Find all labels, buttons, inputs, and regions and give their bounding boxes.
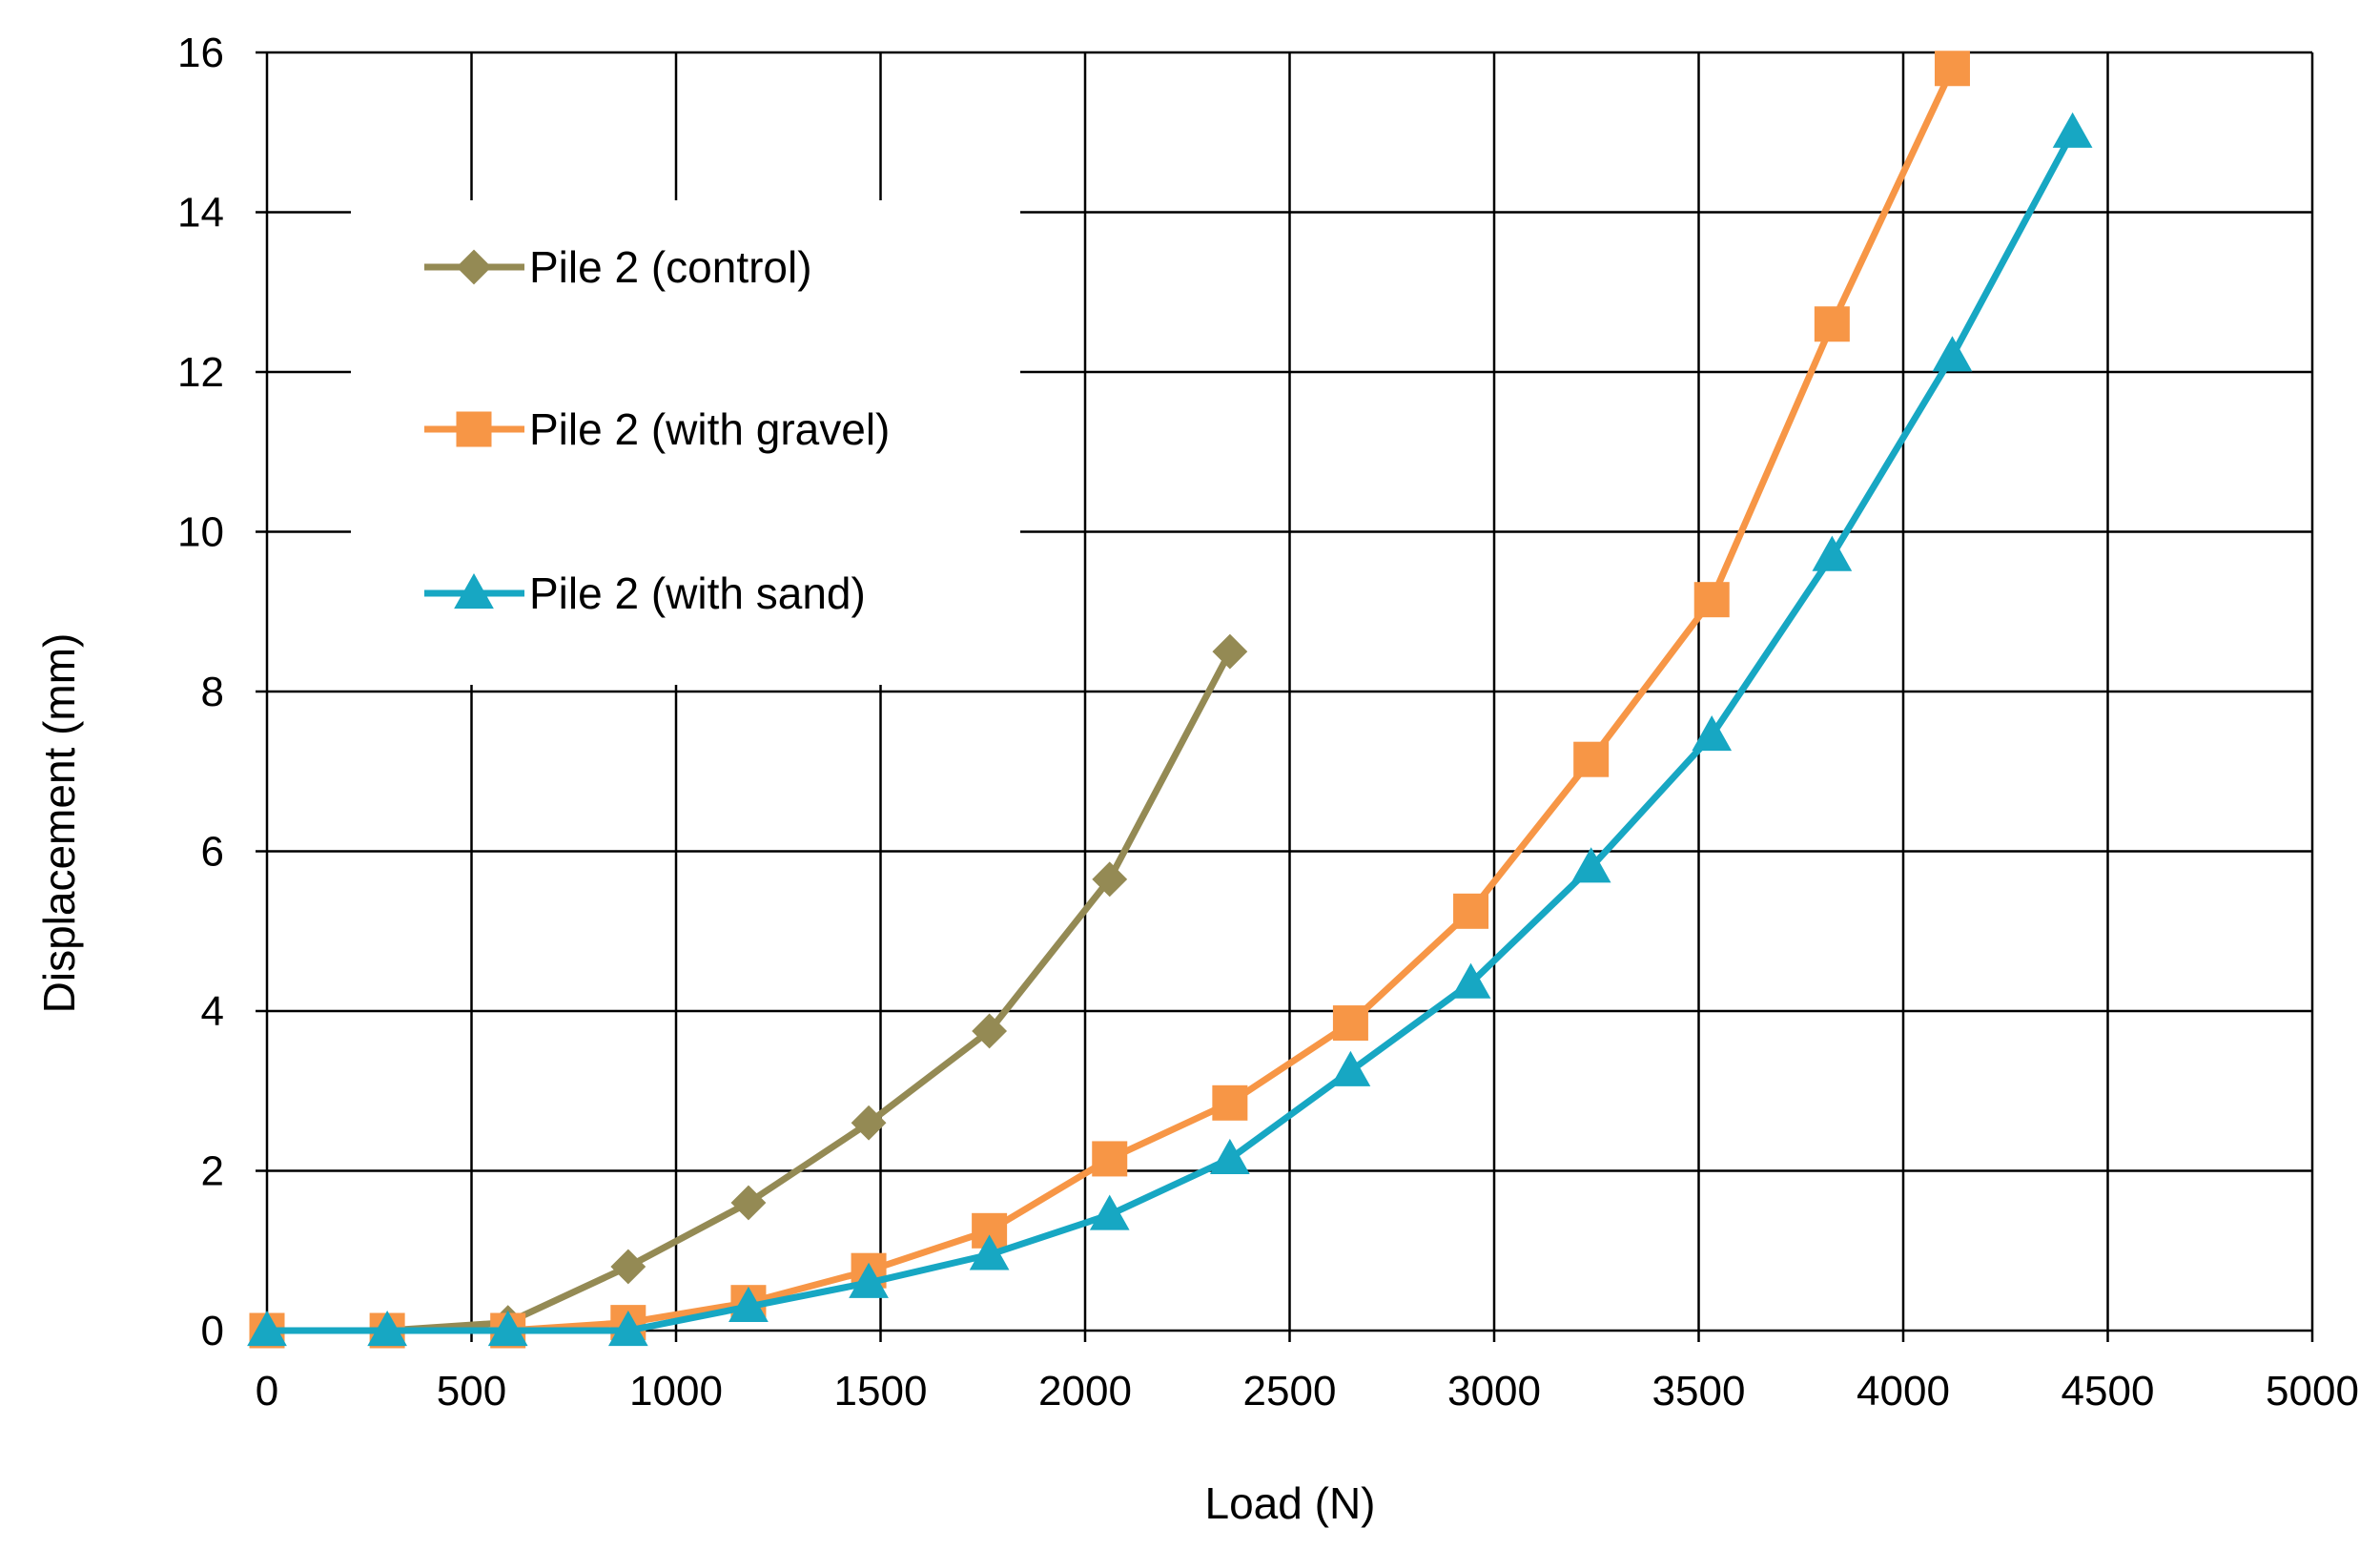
data-point-sand	[1692, 715, 1733, 752]
y-tick-label: 8	[201, 669, 224, 715]
legend-marker-gravel	[456, 411, 492, 447]
data-point-sand	[2052, 112, 2093, 148]
data-point-control	[1212, 633, 1248, 670]
data-point-sand	[367, 1310, 407, 1347]
legend: Pile 2 (control) Pile 2 (with gravel) Pile…	[424, 242, 890, 618]
data-point-control	[610, 1249, 646, 1285]
x-tick-label: 2000	[1038, 1368, 1132, 1415]
x-axis-title: Load (N)	[1205, 1478, 1376, 1528]
y-tick-label: 14	[177, 190, 224, 237]
data-point-sand	[969, 1234, 1010, 1270]
data-point-control	[851, 1105, 887, 1141]
data-point-gravel	[1453, 893, 1489, 929]
data-point-gravel	[1092, 1141, 1128, 1177]
legend-marker-sand	[454, 572, 494, 609]
data-point-sand	[728, 1286, 769, 1322]
y-axis-title: Displacement (mm)	[34, 633, 84, 1014]
y-tick-label: 4	[201, 988, 224, 1035]
x-tick-label: 500	[437, 1368, 506, 1415]
series-line-sand	[263, 129, 2077, 1334]
x-tick-label: 1500	[834, 1368, 928, 1415]
data-point-gravel	[1212, 1084, 1248, 1121]
data-point-gravel	[1814, 306, 1850, 342]
x-tick-label: 4000	[1857, 1368, 1950, 1415]
data-point-control	[1092, 861, 1128, 898]
data-point-gravel	[1693, 582, 1730, 618]
x-tick-label: 5000	[2266, 1368, 2359, 1415]
data-point-sand	[1450, 962, 1491, 999]
legend-label-gravel: Pile 2 (with gravel)	[529, 404, 890, 454]
data-point-sand	[1089, 1194, 1130, 1230]
data-point-sand	[1932, 336, 1973, 372]
data-point-sand	[1812, 535, 1853, 571]
data-point-control	[972, 1013, 1008, 1049]
data-point-control	[730, 1185, 767, 1221]
data-point-sand	[487, 1310, 528, 1347]
data-point-gravel	[1332, 1005, 1368, 1042]
data-point-gravel	[1934, 51, 1970, 87]
y-tick-label: 16	[177, 30, 224, 76]
x-tick-label: 2500	[1243, 1368, 1337, 1415]
y-tick-label: 0	[201, 1308, 224, 1354]
legend-marker-control	[456, 249, 492, 285]
data-point-sand	[1330, 1050, 1371, 1086]
y-tick-label: 10	[177, 509, 224, 556]
x-tick-label: 3500	[1652, 1368, 1746, 1415]
x-tick-label: 3000	[1447, 1368, 1541, 1415]
data-point-sand	[849, 1262, 889, 1298]
data-point-sand	[607, 1310, 648, 1347]
tick-labels: 0 500 1000 1500 2000 2500 3000 3500 4000 4500 5000…	[177, 30, 2359, 1415]
y-tick-label: 6	[201, 829, 224, 876]
data-point-sand	[1570, 847, 1611, 883]
x-tick-label: 0	[256, 1368, 278, 1415]
data-point-gravel	[1573, 741, 1610, 777]
data-point-sand	[247, 1310, 287, 1347]
y-tick-label: 12	[177, 349, 224, 396]
series-group	[247, 51, 2093, 1349]
data-point-sand	[1210, 1138, 1250, 1175]
x-tick-label: 4500	[2062, 1368, 2155, 1415]
y-tick-label: 2	[201, 1148, 224, 1195]
legend-label-control: Pile 2 (control)	[529, 242, 812, 292]
x-tick-label: 1000	[629, 1368, 723, 1415]
legend-label-sand: Pile 2 (with sand)	[529, 568, 866, 618]
